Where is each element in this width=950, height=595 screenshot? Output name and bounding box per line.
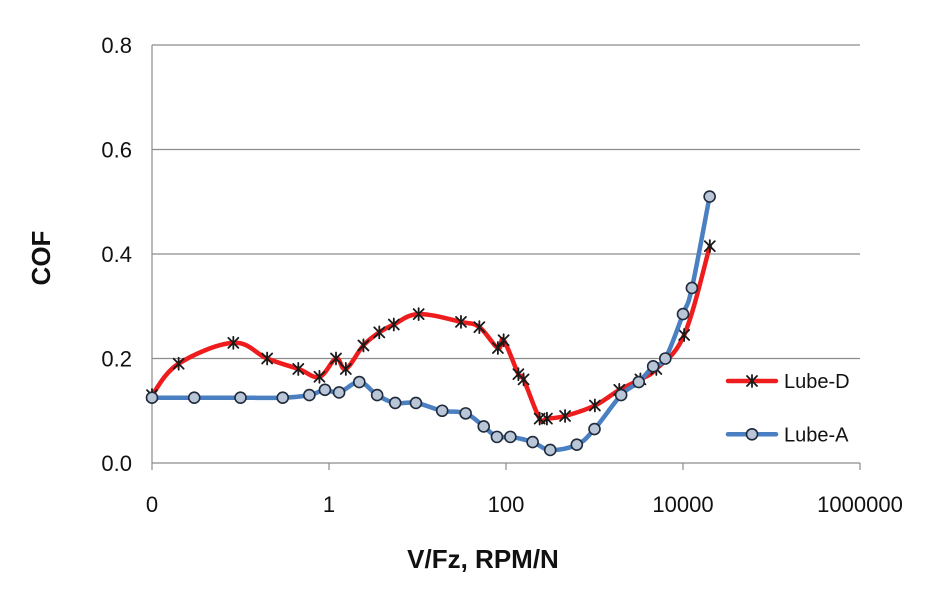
data-point-lube-a <box>318 383 332 397</box>
legend-item-lube-d: Lube-D <box>725 371 850 393</box>
data-point-lube-d <box>559 409 571 423</box>
series-line-lube-a <box>149 194 712 453</box>
y-tick-label: 0.6 <box>101 138 132 163</box>
data-point-lube-a <box>490 430 504 444</box>
data-point-lube-d <box>227 335 240 350</box>
y-tick-label: 0.0 <box>101 451 132 476</box>
data-point-lube-a <box>646 360 660 373</box>
data-point-lube-d <box>492 341 504 355</box>
data-point-lube-a <box>703 190 716 203</box>
data-point-lube-d <box>373 325 386 340</box>
data-point-lube-d <box>517 372 530 387</box>
data-point-lube-a <box>477 420 491 433</box>
axes <box>151 45 861 470</box>
data-point-lube-a <box>187 391 201 404</box>
data-point-lube-d <box>339 362 352 376</box>
x-tick-label: 100 <box>488 492 525 517</box>
data-point-lube-a <box>234 391 247 404</box>
legend-label: Lube-A <box>784 424 849 446</box>
data-point-lube-d <box>473 320 486 335</box>
data-point-lube-a <box>370 388 384 402</box>
data-point-lube-d <box>703 239 716 254</box>
data-point-lube-d <box>261 351 274 366</box>
data-point-lube-a <box>409 396 423 410</box>
x-tick-label: 0 <box>146 492 158 517</box>
series-lube-a <box>145 190 716 457</box>
x-tick-label: 1000000 <box>817 492 903 517</box>
data-point-lube-a <box>276 391 290 404</box>
data-point-lube-d <box>678 328 691 342</box>
legend: Lube-D Lube-A <box>725 371 850 446</box>
data-point-lube-a <box>332 386 346 399</box>
data-point-lube-d <box>412 307 425 321</box>
x-tick-label: 10000 <box>652 492 713 517</box>
data-point-lube-d <box>588 398 601 413</box>
data-point-lube-d <box>497 333 510 348</box>
legend-label: Lube-D <box>784 371 850 393</box>
y-tick-label: 0.4 <box>101 242 132 267</box>
x-tick-labels: 0 1 100 10000 1000000 <box>146 492 903 517</box>
data-point-lube-d <box>172 356 185 371</box>
data-point-lube-a <box>435 404 449 418</box>
data-point-lube-a <box>145 391 159 404</box>
data-point-lube-a <box>504 430 517 444</box>
legend-marker <box>745 427 759 441</box>
data-point-lube-a <box>543 443 557 457</box>
data-point-lube-a <box>685 281 699 295</box>
x-axis-title: V/Fz, RPM/N <box>407 544 559 574</box>
data-point-lube-d <box>330 351 342 366</box>
data-point-lube-a <box>570 438 584 452</box>
data-point-lube-d <box>357 338 370 353</box>
x-tick-label: 1 <box>323 492 335 517</box>
data-point-lube-d <box>387 317 400 332</box>
data-point-lube-d <box>292 362 305 376</box>
legend-marker <box>746 374 758 388</box>
y-tick-label: 0.2 <box>101 347 132 372</box>
data-point-lube-a <box>614 388 628 402</box>
data-point-lube-a <box>388 396 402 410</box>
data-point-lube-a <box>676 307 690 321</box>
data-point-lube-a <box>659 352 672 365</box>
y-axis-title: COF <box>26 231 56 286</box>
series-layer <box>145 190 716 457</box>
data-point-lube-d <box>313 369 326 384</box>
data-point-lube-a <box>632 375 646 389</box>
y-tick-labels: 0.0 0.2 0.4 0.6 0.8 <box>101 33 132 476</box>
data-point-lube-a <box>303 388 316 402</box>
data-point-lube-a <box>353 375 366 389</box>
data-point-lube-a <box>588 422 601 436</box>
gridlines <box>152 44 860 360</box>
data-point-lube-d <box>455 315 467 329</box>
data-point-lube-a <box>526 435 539 449</box>
legend-item-lube-a: Lube-A <box>725 424 849 446</box>
data-point-lube-d <box>541 411 553 426</box>
data-point-lube-a <box>459 407 472 420</box>
y-tick-label: 0.8 <box>101 33 132 58</box>
